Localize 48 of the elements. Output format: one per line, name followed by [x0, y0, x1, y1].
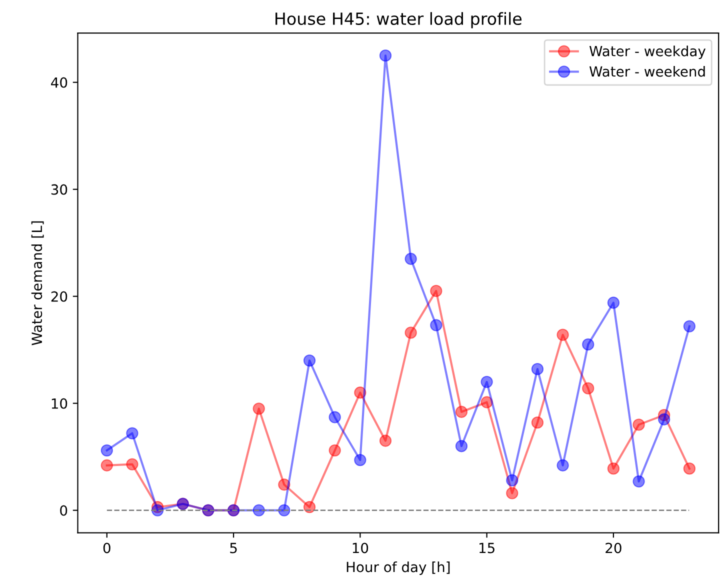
point: [379, 434, 392, 447]
point: [683, 320, 696, 332]
x-tick-label: 20: [606, 542, 622, 554]
x-tick-label: 5: [230, 542, 237, 554]
point: [455, 440, 468, 452]
point: [632, 418, 645, 431]
y-tick-label: 40: [51, 77, 68, 88]
point: [252, 402, 265, 415]
point: [303, 354, 316, 367]
y-axis-title: Water demand [L]: [31, 221, 44, 346]
point: [658, 413, 670, 426]
y-tick-label: 20: [51, 291, 68, 302]
point: [126, 458, 138, 470]
point: [556, 328, 569, 341]
point: [582, 338, 594, 351]
legend-label: Water - weekday: [589, 46, 706, 60]
point: [328, 411, 341, 424]
point: [328, 444, 341, 456]
x-tick-label: 0: [103, 542, 110, 554]
point: [430, 319, 442, 332]
y-tick-label: 0: [60, 505, 68, 516]
point: [100, 459, 113, 472]
point: [506, 474, 518, 486]
point: [100, 444, 113, 456]
point: [531, 416, 544, 429]
point: [430, 284, 442, 298]
y-tick-label: 10: [52, 398, 68, 409]
x-tick-label: 15: [479, 542, 494, 554]
point: [632, 475, 645, 488]
point: [531, 363, 544, 376]
x-axis-title: Hour of day [h]: [346, 561, 450, 575]
point: [683, 462, 696, 475]
point: [582, 382, 594, 394]
point: [607, 296, 620, 309]
point: [506, 487, 518, 500]
point: [404, 326, 417, 339]
point: [455, 406, 468, 418]
chart-title: House H45: water load profile: [276, 12, 522, 28]
point: [126, 427, 138, 440]
legend-label: Water - weekend: [589, 66, 705, 77]
point: [480, 376, 493, 388]
y-tick-label: 30: [51, 184, 68, 195]
point: [404, 252, 417, 265]
point: [556, 459, 569, 472]
point: [354, 454, 366, 466]
x-tick-label: 10: [352, 542, 368, 554]
point: [379, 50, 392, 62]
point: [607, 462, 620, 475]
